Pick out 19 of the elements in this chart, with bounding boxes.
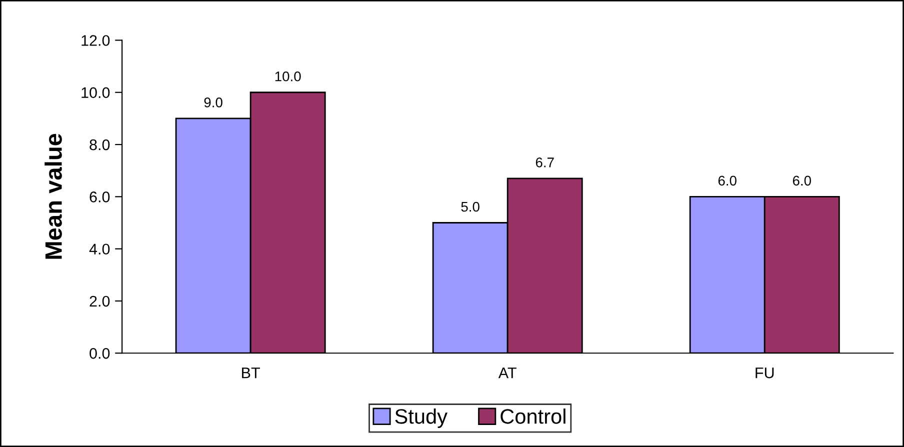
data-label: 10.0 bbox=[275, 71, 301, 82]
x-tick-label: FU bbox=[756, 368, 774, 378]
y-tick-label: 12.0 bbox=[82, 35, 110, 46]
data-label: 6.0 bbox=[718, 176, 736, 186]
data-label: 6.7 bbox=[536, 158, 554, 168]
y-tick-label: 4.0 bbox=[89, 244, 110, 255]
data-label: 5.0 bbox=[461, 202, 480, 212]
y-tick-label: 8.0 bbox=[90, 139, 110, 150]
y-tick-label: 10.0 bbox=[82, 87, 110, 98]
y-tick-label: 0.0 bbox=[90, 348, 110, 359]
data-label: 9.0 bbox=[204, 98, 222, 108]
y-tick-label: 6.0 bbox=[90, 192, 110, 202]
y-tick-label: 2.0 bbox=[90, 296, 110, 307]
legend-label: Study bbox=[395, 408, 448, 428]
data-label: 6.0 bbox=[792, 176, 812, 186]
x-tick-label: AT bbox=[498, 368, 516, 378]
y-axis-title: Mean value bbox=[44, 134, 62, 259]
x-tick-label: BT bbox=[242, 368, 260, 378]
legend-label: Control bbox=[500, 408, 566, 424]
